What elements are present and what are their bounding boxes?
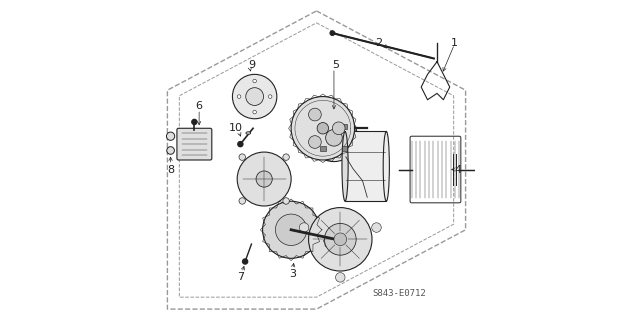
Circle shape [256,171,272,187]
Circle shape [253,110,256,114]
Circle shape [283,154,289,160]
Circle shape [275,214,307,245]
Bar [320,146,325,151]
Circle shape [263,201,320,258]
FancyBboxPatch shape [177,128,212,160]
Text: 7: 7 [237,272,244,282]
Bar [342,146,348,151]
Circle shape [335,273,345,282]
Circle shape [310,114,358,162]
Text: S843-E0712: S843-E0712 [372,289,426,298]
Circle shape [166,147,174,154]
Circle shape [283,198,289,204]
Text: 6: 6 [196,101,203,111]
Text: 3: 3 [289,269,296,279]
Text: 10: 10 [229,123,242,133]
Circle shape [330,31,335,35]
Circle shape [328,236,337,245]
Circle shape [291,97,354,160]
Circle shape [232,74,277,119]
Circle shape [317,123,329,134]
Circle shape [238,142,243,147]
Text: 8: 8 [167,164,174,174]
Circle shape [239,154,246,160]
Polygon shape [323,232,341,249]
Text: 2: 2 [375,38,382,48]
Circle shape [325,223,356,255]
Circle shape [166,132,175,140]
Circle shape [308,136,322,148]
Text: 4: 4 [454,164,461,174]
Circle shape [334,233,347,246]
Circle shape [239,198,246,204]
Text: 1: 1 [451,38,458,48]
Ellipse shape [342,132,348,201]
Bar [345,132,386,201]
Ellipse shape [383,132,389,201]
Circle shape [332,122,345,135]
Circle shape [268,95,272,98]
Circle shape [242,259,248,264]
Circle shape [308,208,372,271]
Circle shape [246,88,263,105]
Circle shape [372,223,381,232]
Circle shape [299,223,309,232]
Circle shape [237,152,291,206]
Circle shape [308,108,322,121]
Circle shape [192,119,197,124]
Circle shape [253,79,256,83]
Text: 5: 5 [332,60,339,70]
Circle shape [237,95,241,98]
Ellipse shape [246,132,251,134]
Bar [320,124,325,129]
Text: 9: 9 [248,60,255,70]
Circle shape [325,130,342,146]
Bar [342,124,348,129]
